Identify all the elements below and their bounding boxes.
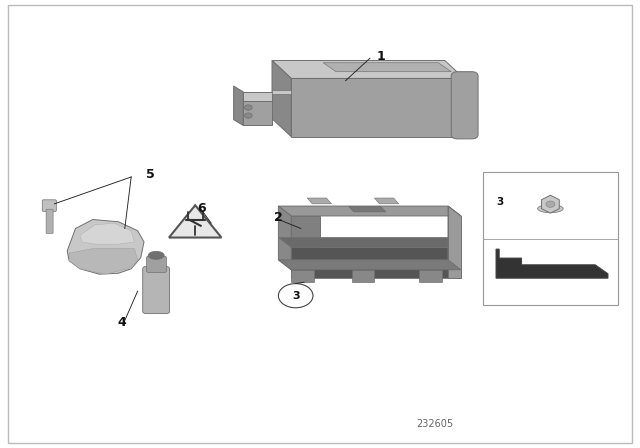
- Text: 2: 2: [274, 211, 283, 224]
- Polygon shape: [291, 78, 464, 137]
- Polygon shape: [323, 63, 451, 72]
- Polygon shape: [419, 270, 442, 282]
- Polygon shape: [278, 237, 461, 247]
- Polygon shape: [374, 198, 399, 204]
- Polygon shape: [307, 198, 332, 204]
- Circle shape: [244, 105, 252, 110]
- Text: 4: 4: [117, 316, 126, 329]
- Polygon shape: [169, 205, 221, 237]
- Circle shape: [278, 284, 313, 308]
- Polygon shape: [291, 247, 448, 278]
- Ellipse shape: [148, 251, 164, 259]
- Polygon shape: [69, 249, 138, 274]
- FancyBboxPatch shape: [451, 72, 478, 139]
- FancyBboxPatch shape: [46, 209, 53, 233]
- Polygon shape: [448, 206, 461, 278]
- Polygon shape: [272, 60, 291, 137]
- Circle shape: [244, 113, 252, 118]
- Polygon shape: [243, 92, 272, 101]
- FancyBboxPatch shape: [483, 172, 618, 305]
- Text: 1: 1: [376, 49, 385, 63]
- Polygon shape: [496, 249, 608, 278]
- FancyBboxPatch shape: [147, 256, 166, 272]
- Polygon shape: [278, 260, 461, 270]
- Polygon shape: [541, 195, 559, 213]
- Text: 6: 6: [197, 202, 206, 215]
- Text: 232605: 232605: [417, 419, 454, 429]
- Polygon shape: [80, 223, 134, 244]
- Text: 5: 5: [146, 168, 155, 181]
- Polygon shape: [352, 270, 374, 282]
- Polygon shape: [349, 207, 386, 212]
- Polygon shape: [234, 86, 243, 125]
- Text: 3: 3: [292, 291, 300, 301]
- Polygon shape: [291, 270, 314, 282]
- Polygon shape: [278, 206, 461, 216]
- Polygon shape: [448, 206, 461, 270]
- Polygon shape: [243, 101, 272, 125]
- Polygon shape: [278, 206, 291, 270]
- FancyBboxPatch shape: [143, 267, 170, 314]
- Ellipse shape: [538, 205, 563, 213]
- Polygon shape: [272, 60, 464, 78]
- Circle shape: [546, 201, 555, 207]
- Polygon shape: [272, 90, 291, 94]
- Polygon shape: [67, 220, 144, 274]
- FancyBboxPatch shape: [42, 200, 56, 211]
- Text: 3: 3: [496, 197, 504, 207]
- Polygon shape: [291, 216, 320, 270]
